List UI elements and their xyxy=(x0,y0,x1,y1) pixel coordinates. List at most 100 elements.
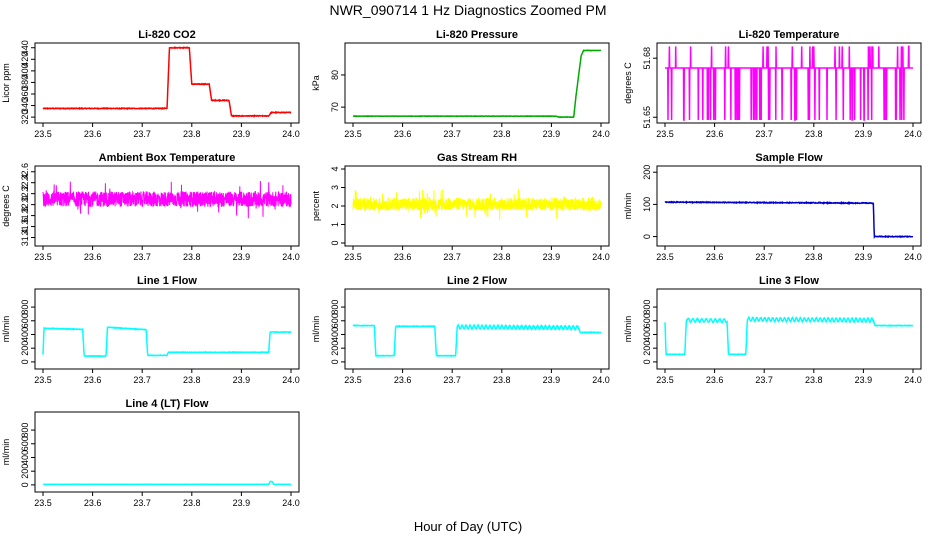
y-tick-label: 600 xyxy=(330,313,340,328)
y-axis-label: ml/min xyxy=(623,193,633,220)
x-tick-label: 23.7 xyxy=(443,252,461,262)
panel-7: Line 1 Flow ml/min 23.5 23.6 23.7 23.8 23.9 24.… xyxy=(1,275,300,385)
x-tick-label: 23.5 xyxy=(34,498,52,508)
y-axis-label: percent xyxy=(311,190,321,221)
x-tick-label: 23.5 xyxy=(34,375,52,385)
x-tick-label: 23.8 xyxy=(183,129,201,139)
y-tick-label: 800 xyxy=(330,300,340,315)
x-tick-label: 23.9 xyxy=(233,375,251,385)
y-tick-label: 600 xyxy=(642,313,652,328)
y-tick-label: 380 xyxy=(20,75,30,90)
x-tick-label: 23.6 xyxy=(84,498,102,508)
y-tick-label: 100 xyxy=(642,197,652,212)
x-tick-label: 23.6 xyxy=(706,129,724,139)
data-line xyxy=(42,480,292,486)
x-tick-label: 24.0 xyxy=(904,252,922,262)
x-tick-label: 23.9 xyxy=(543,129,561,139)
x-tick-label: 24.0 xyxy=(592,129,610,139)
x-tick-label: 23.7 xyxy=(133,375,151,385)
plot-frame xyxy=(344,288,610,370)
y-tick-label: 200 xyxy=(330,341,340,356)
data-line xyxy=(664,200,914,240)
x-tick-label: 23.9 xyxy=(855,129,873,139)
x-tick-label: 23.6 xyxy=(394,129,412,139)
x-tick-label: 23.5 xyxy=(34,129,52,139)
y-tick-label: 31.8 xyxy=(20,207,30,225)
y-axis-label: degrees C xyxy=(1,185,11,227)
y-axis-label: ml/min xyxy=(623,316,633,343)
plot-frame xyxy=(656,42,922,124)
y-tick-label: 400 xyxy=(20,63,30,78)
x-tick-label: 23.7 xyxy=(133,498,151,508)
x-tick-label: 23.8 xyxy=(183,498,201,508)
y-tick-label: 360 xyxy=(20,86,30,101)
panel-6: Sample Flow ml/min 23.5 23.6 23.7 23.8 23.9 24.… xyxy=(623,152,922,262)
x-tick-label: 23.6 xyxy=(84,375,102,385)
y-tick-label: 0 xyxy=(330,359,340,364)
data-line xyxy=(42,326,292,358)
x-tick-label: 23.7 xyxy=(755,375,773,385)
y-tick-label: 32.0 xyxy=(20,196,30,214)
x-tick-label: 23.5 xyxy=(344,375,362,385)
y-tick-label: 400 xyxy=(330,327,340,342)
figure-title: NWR_090714 1 Hz Diagnostics Zoomed PM xyxy=(329,2,606,18)
y-axis-label: ml/min xyxy=(1,316,11,343)
y-tick-label: 0 xyxy=(642,359,652,364)
x-tick-label: 23.9 xyxy=(855,252,873,262)
y-tick-label: 320 xyxy=(20,110,30,125)
plot-frame xyxy=(34,165,300,247)
y-tick-label: 80 xyxy=(330,70,340,80)
x-tick-label: 23.6 xyxy=(706,252,724,262)
figure-xlabel: Hour of Day (UTC) xyxy=(414,519,522,534)
y-axis-label: ml/min xyxy=(1,439,11,466)
y-tick-label: 1 xyxy=(330,222,340,227)
panel-1: Li-820 CO2 Licor ppm 23.5 23.6 23.7 23.8 23.9 2… xyxy=(1,29,300,139)
y-tick-label: 32.4 xyxy=(20,174,30,192)
x-tick-label: 23.9 xyxy=(233,498,251,508)
panel-grid: Li-820 CO2 Licor ppm 23.5 23.6 23.7 23.8 23.9 2… xyxy=(1,29,922,508)
y-tick-label: 31.4 xyxy=(20,229,30,247)
y-tick-label: 600 xyxy=(20,313,30,328)
y-tick-label: 51.65 xyxy=(642,106,652,129)
y-axis-label: degrees C xyxy=(623,62,633,104)
plot-frame xyxy=(34,411,300,493)
x-tick-label: 23.6 xyxy=(394,252,412,262)
x-tick-label: 23.6 xyxy=(394,375,412,385)
y-tick-label: 600 xyxy=(20,436,30,451)
panel-8: Line 2 Flow ml/min 23.5 23.6 23.7 23.8 23.9 24.… xyxy=(311,275,610,385)
plot-frame xyxy=(656,288,922,370)
y-tick-label: 31.6 xyxy=(20,218,30,236)
y-tick-label: 4 xyxy=(330,166,340,171)
y-tick-label: 2 xyxy=(330,203,340,208)
x-tick-label: 23.7 xyxy=(133,129,151,139)
panel-title: Line 3 Flow xyxy=(759,275,819,287)
y-tick-label: 0 xyxy=(20,482,30,487)
x-tick-label: 23.8 xyxy=(805,252,823,262)
y-axis-label: kPa xyxy=(311,75,321,91)
panel-5: Gas Stream RH percent 23.5 23.6 23.7 23.8 23.9… xyxy=(311,152,610,262)
x-tick-label: 23.8 xyxy=(805,375,823,385)
panel-title: Line 4 (LT) Flow xyxy=(126,398,209,410)
x-tick-label: 23.6 xyxy=(84,129,102,139)
panel-9: Line 3 Flow ml/min 23.5 23.6 23.7 23.8 23.9 24.… xyxy=(623,275,922,385)
x-tick-label: 23.5 xyxy=(656,375,674,385)
y-tick-label: 200 xyxy=(20,341,30,356)
plot-frame xyxy=(34,288,300,370)
panel-title: Li-820 CO2 xyxy=(138,29,195,41)
data-line xyxy=(352,323,602,358)
x-tick-label: 23.9 xyxy=(543,252,561,262)
x-tick-label: 24.0 xyxy=(904,375,922,385)
y-axis-label: ml/min xyxy=(311,316,321,343)
panel-title: Li-820 Pressure xyxy=(436,29,518,41)
y-tick-label: 200 xyxy=(642,341,652,356)
x-tick-label: 23.5 xyxy=(344,129,362,139)
panel-4: Ambient Box Temperature degrees C 23.5 23.6… xyxy=(1,152,300,262)
y-tick-label: 400 xyxy=(642,327,652,342)
y-axis-label: Licor ppm xyxy=(1,63,11,103)
x-tick-label: 23.7 xyxy=(133,252,151,262)
x-tick-label: 24.0 xyxy=(282,375,300,385)
y-tick-label: 400 xyxy=(20,450,30,465)
data-line xyxy=(665,45,913,121)
panel-title: Gas Stream RH xyxy=(437,152,517,164)
x-tick-label: 23.9 xyxy=(543,375,561,385)
